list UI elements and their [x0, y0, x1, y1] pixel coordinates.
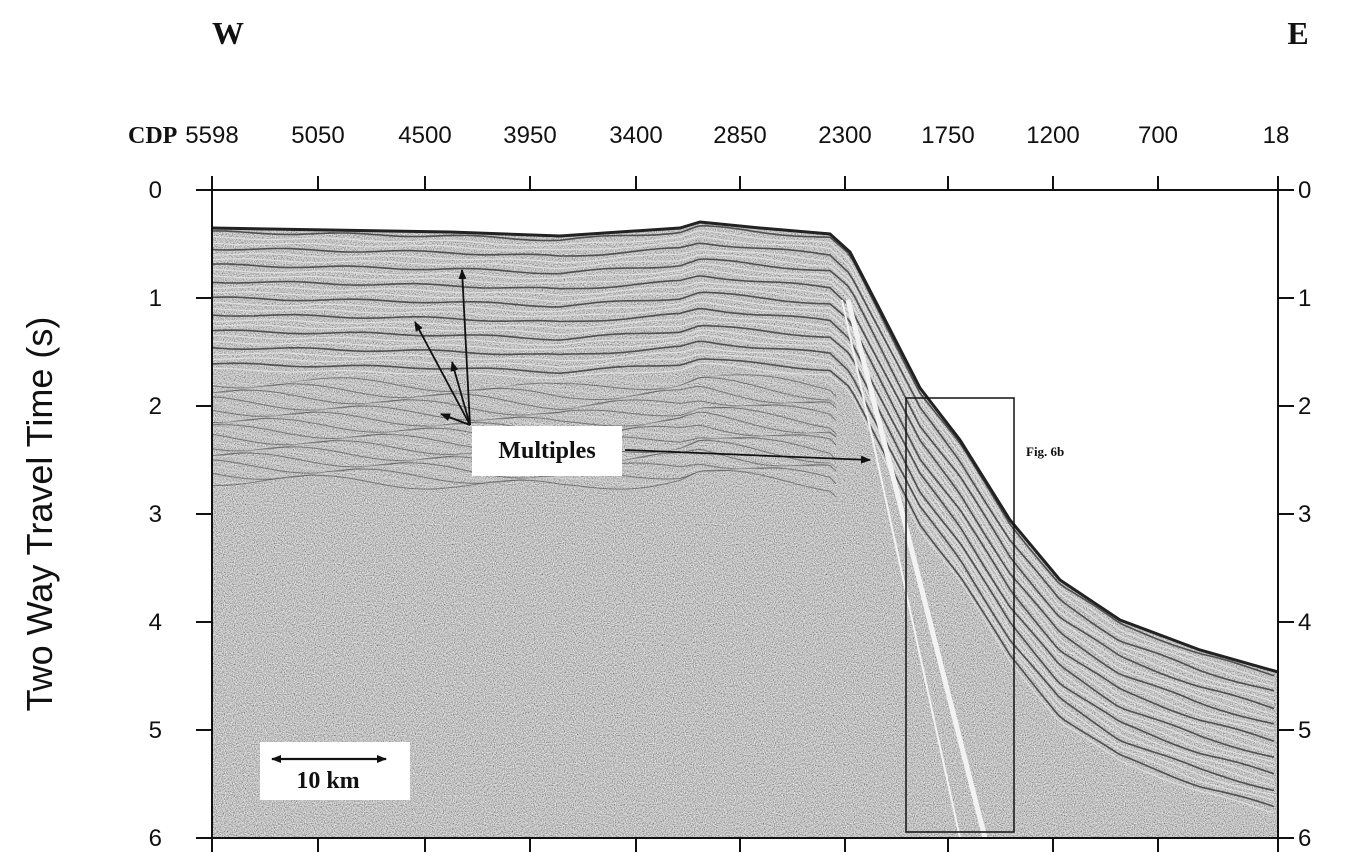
multiples-label-box	[472, 426, 622, 476]
reflector-line	[212, 353, 1275, 801]
reflector-line	[212, 301, 1275, 754]
reflector-line	[212, 253, 1275, 703]
multiple-reflector-line	[845, 299, 988, 839]
y-tick-label-right: 1	[1298, 285, 1311, 312]
cdp-tick-label: 5598	[185, 122, 238, 149]
reflector-line	[212, 362, 1275, 814]
reflector-line	[212, 358, 1275, 808]
cdp-tick-label: 4500	[398, 122, 451, 149]
reflector-line	[212, 281, 1275, 730]
reflector-line	[212, 375, 837, 403]
reflector-line	[212, 320, 1275, 768]
y-tick-label-right: 0	[1298, 177, 1311, 204]
multiple-reflector-line	[841, 299, 961, 839]
y-tick-label: 2	[149, 393, 162, 420]
reflector-line	[212, 314, 1275, 763]
y-tick-label-right: 6	[1298, 825, 1311, 852]
reflector-line	[212, 307, 1275, 758]
y-tick-labels-right: 0 1 2 3 4 5 6	[1298, 177, 1311, 852]
y-tick-label-right: 5	[1298, 717, 1311, 744]
seismic-reflectors	[212, 224, 1275, 814]
reflector-line	[212, 291, 1275, 742]
y-tick-labels-left: 0 1 2 3 4 5 6	[149, 177, 162, 852]
compass-west: W	[212, 15, 244, 51]
reflector-line	[212, 324, 1275, 775]
reflector-line	[212, 408, 837, 438]
compass-east: E	[1287, 15, 1308, 51]
reflector-line	[212, 334, 1275, 787]
scale-bar-label: 10 km	[296, 768, 359, 794]
y-tick-label-right: 3	[1298, 501, 1311, 528]
reflector-line	[212, 224, 1275, 677]
reflector-line	[212, 380, 837, 407]
cdp-tick-labels: 5598 5050 4500 3950 3400 2850 2300 1750 1200 700 1…	[185, 122, 1289, 149]
reflector-line	[212, 469, 837, 498]
y-tick-label: 5	[149, 717, 162, 744]
fig-6b-label: Fig. 6b	[1026, 444, 1064, 459]
cdp-tick-label: 2850	[713, 122, 766, 149]
y-tick-label: 6	[149, 825, 162, 852]
cdp-tick-label: 3950	[503, 122, 556, 149]
seismic-texture	[212, 222, 1278, 838]
reflector-line	[212, 385, 837, 411]
reflector-line	[212, 468, 837, 492]
reflector-line	[212, 340, 1275, 792]
multiples-arrows	[414, 269, 871, 464]
fig-6b-box	[905, 397, 1015, 833]
cdp-tick-label: 1200	[1026, 122, 1079, 149]
y-tick-label: 3	[149, 501, 162, 528]
reflector-line	[212, 376, 837, 406]
reflector-line	[212, 242, 1275, 692]
reflector-line	[212, 275, 1275, 725]
reflector-line	[212, 406, 837, 435]
reflector-line	[212, 392, 837, 413]
reflector-line	[212, 230, 1275, 683]
reflector-line	[212, 287, 1275, 736]
reflector-line	[212, 347, 1275, 796]
reflector-line	[212, 236, 1275, 687]
cdp-tick-label: 18	[1263, 122, 1290, 149]
cdp-tick-label: 5050	[291, 122, 344, 149]
reflector-line	[212, 374, 837, 397]
reflector-line	[212, 268, 1275, 721]
reflector-line	[212, 396, 837, 416]
reflector-line	[212, 248, 1275, 697]
y-tick-label: 0	[149, 177, 162, 204]
reflector-line	[212, 258, 1275, 710]
multiples-label: Multiples	[498, 438, 595, 464]
y-axis-title: Two Way Travel Time (s)	[19, 317, 60, 712]
reflector-line	[212, 263, 1275, 716]
frame-ticks	[196, 176, 1294, 852]
y-tick-label-right: 2	[1298, 393, 1311, 420]
scale-bar-box	[260, 742, 410, 800]
cdp-tick-label: 1750	[921, 122, 974, 149]
y-tick-label: 1	[149, 285, 162, 312]
cdp-tick-label: 700	[1138, 122, 1178, 149]
cdp-tick-label: 2300	[818, 122, 871, 149]
reflector-line	[212, 296, 1275, 749]
cdp-tick-label: 3400	[609, 122, 662, 149]
y-tick-label: 4	[149, 609, 162, 636]
seismic-section	[211, 220, 1279, 839]
seabed-reflector	[211, 220, 1279, 674]
reflector-line	[212, 329, 1275, 781]
reflector-line	[212, 405, 837, 429]
y-tick-label-right: 4	[1298, 609, 1311, 636]
cdp-axis-label: CDP	[128, 123, 177, 149]
